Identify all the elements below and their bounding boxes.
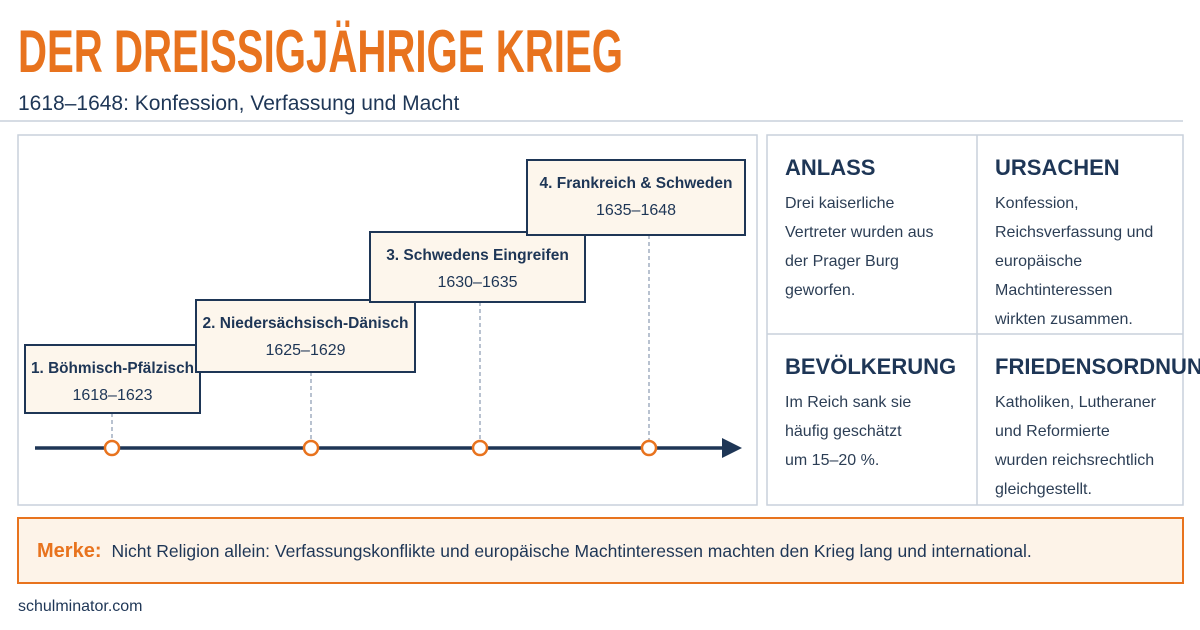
note-text: Nicht Religion allein: Verfassungskonfli…: [111, 541, 1031, 561]
card-text: und Reformierte: [995, 423, 1110, 440]
phase-box: [369, 231, 586, 303]
timeline-marker: [471, 439, 489, 457]
card-text: Drei kaiserliche: [785, 195, 894, 212]
phase-box: [195, 299, 416, 373]
phase-box: [526, 159, 746, 236]
card-text: der Prager Burg: [785, 253, 899, 270]
card-text: Reichsverfassung und: [995, 224, 1153, 241]
phase-label: 2. Niedersächsisch-Dänisch: [203, 315, 409, 332]
phase-years: 1625–1629: [265, 342, 345, 359]
card-text: gleichgestellt.: [995, 481, 1092, 498]
phase-label: 1. Böhmisch-Pfälzisch: [31, 360, 194, 377]
footer-source: schulminator.com: [18, 598, 143, 615]
phase-label: 4. Frankreich & Schweden: [540, 175, 733, 192]
card-text: geworfen.: [785, 282, 855, 299]
phase-years: 1635–1648: [596, 202, 676, 219]
subtitle: 1618–1648: Konfession, Verfassung und Ma…: [18, 92, 459, 115]
phase-label: 3. Schwedens Eingreifen: [386, 247, 569, 264]
phase-years: 1630–1635: [437, 274, 517, 291]
card-heading: ANLASS: [785, 155, 875, 180]
phase-box: [24, 344, 201, 414]
phase-years: 1618–1623: [72, 387, 152, 404]
card-text: häufig geschätzt: [785, 423, 902, 440]
title: DER DREISSIGJÄHRIGE KRIEG: [18, 18, 623, 85]
card-text: Vertreter wurden aus: [785, 224, 934, 241]
card-text: wirkten zusammen.: [994, 311, 1133, 328]
note-box: [17, 517, 1184, 584]
card-heading: URSACHEN: [995, 155, 1120, 180]
card-text: um 15–20 %.: [785, 452, 879, 469]
timeline-marker: [302, 439, 320, 457]
timeline-arrow: [722, 438, 742, 458]
card-heading: BEVÖLKERUNG: [785, 354, 956, 379]
card-heading: FRIEDENSORDNUNG: [995, 354, 1200, 379]
card-text: Machtinteressen: [995, 282, 1112, 299]
timeline-marker: [640, 439, 658, 457]
card-text: Katholiken, Lutheraner: [995, 394, 1157, 411]
card-text: Konfession,: [995, 195, 1079, 212]
note-label: Merke:: [37, 540, 101, 562]
cards-panel: [766, 134, 1184, 506]
card-text: europäische: [995, 253, 1082, 270]
card-text: Im Reich sank sie: [785, 394, 911, 411]
timeline-marker: [103, 439, 121, 457]
card-text: wurden reichsrechtlich: [994, 452, 1154, 469]
